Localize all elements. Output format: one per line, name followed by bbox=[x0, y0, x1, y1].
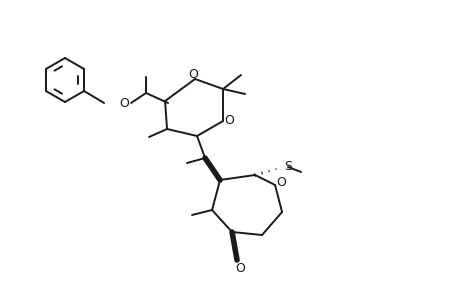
Text: O: O bbox=[188, 68, 197, 80]
Text: S: S bbox=[284, 160, 291, 172]
Text: O: O bbox=[119, 97, 129, 110]
Text: O: O bbox=[224, 115, 234, 128]
Text: O: O bbox=[235, 262, 245, 275]
Text: O: O bbox=[275, 176, 285, 190]
